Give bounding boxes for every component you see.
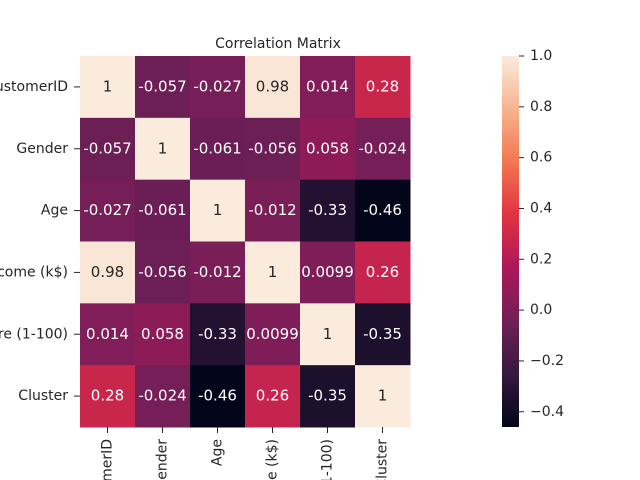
- colorbar-tick-label: −0.2: [530, 353, 564, 369]
- heatmap-cell: [355, 241, 411, 304]
- colorbar-tick-label: 0.0: [530, 302, 552, 318]
- x-tick-label: Gender: [155, 439, 171, 480]
- x-tick-label: Spending Score (1-100): [320, 439, 336, 480]
- heatmap-cell: [190, 179, 246, 242]
- heatmap-cell: [300, 56, 356, 119]
- heatmap-cell: [80, 365, 136, 428]
- cell-label: -0.46: [198, 387, 237, 405]
- y-tick-label: Age: [41, 203, 68, 219]
- heatmap-cell: [245, 56, 301, 119]
- heatmap-cell: [190, 303, 246, 366]
- heatmap-cell: [300, 241, 356, 304]
- heatmap-cell: [135, 303, 191, 366]
- heatmap-cell: [80, 241, 136, 304]
- heatmap-cell: [245, 179, 301, 242]
- cell-label: 1: [378, 387, 388, 405]
- x-tick-label: CustomerID: [100, 439, 116, 480]
- cell-label: -0.027: [83, 201, 131, 219]
- cell-label: 1: [323, 325, 333, 343]
- cell-label: -0.012: [248, 201, 296, 219]
- cell-label: 0.0099: [246, 325, 299, 343]
- cell-label: 0.26: [256, 387, 289, 405]
- heatmap-cell: [245, 117, 301, 181]
- heatmap-cell: [190, 56, 246, 119]
- cell-label: -0.057: [138, 77, 186, 95]
- heatmap-cell: [190, 241, 246, 304]
- cell-label: -0.33: [308, 201, 347, 219]
- heatmap-cell: [135, 117, 191, 181]
- cell-label: -0.056: [138, 263, 186, 281]
- heatmap-cell: [355, 303, 411, 366]
- cell-label: 0.98: [256, 77, 289, 95]
- cell-label: -0.024: [358, 139, 406, 157]
- cell-label: -0.46: [363, 201, 402, 219]
- cell-label: -0.027: [193, 77, 241, 95]
- chart-title: Correlation Matrix: [215, 36, 341, 52]
- heatmap-cell: [80, 179, 136, 242]
- x-tick-label: Cluster: [375, 439, 391, 480]
- cell-label: 0.058: [306, 139, 349, 157]
- cell-label: 0.014: [86, 325, 129, 343]
- heatmap-cell: [355, 56, 411, 119]
- colorbar-tick-label: 1.0: [530, 48, 552, 64]
- colorbar-tick-label: 0.4: [530, 200, 552, 216]
- heatmap-cell: [190, 365, 246, 428]
- cell-label: -0.012: [193, 263, 241, 281]
- y-tick-label: Spending Score (1-100): [0, 326, 68, 342]
- heatmap-cell: [80, 117, 136, 181]
- heatmap-cell: [355, 365, 411, 428]
- cell-label: -0.056: [248, 139, 296, 157]
- heatmap-cell: [135, 56, 191, 119]
- x-tick-label: Age: [210, 439, 226, 466]
- cell-label: -0.057: [83, 139, 131, 157]
- cell-label: 1: [158, 139, 168, 157]
- cell-label: 0.28: [366, 77, 399, 95]
- cell-label: -0.024: [138, 387, 186, 405]
- x-tick-label: Annual Income (k$): [265, 439, 281, 480]
- colorbar-tick-label: 0.8: [530, 99, 552, 115]
- cell-label: 1: [213, 201, 223, 219]
- y-tick-label: Annual Income (k$): [0, 264, 68, 280]
- cell-label: 0.0099: [301, 263, 354, 281]
- heatmap-cell: [355, 117, 411, 181]
- heatmap-cell: [135, 241, 191, 304]
- colorbar-tick-label: −0.4: [530, 404, 564, 420]
- heatmap-cell: [80, 56, 136, 119]
- cell-label: 1: [268, 263, 278, 281]
- cell-label: 0.058: [141, 325, 184, 343]
- y-tick-label: Gender: [16, 141, 68, 157]
- heatmap-cell: [80, 303, 136, 366]
- y-tick-label: CustomerID: [0, 79, 68, 95]
- heatmap-cell: [245, 303, 301, 366]
- cell-label: 0.98: [91, 263, 124, 281]
- heatmap-cell: [300, 117, 356, 181]
- cell-label: 0.26: [366, 263, 399, 281]
- colorbar-tick-label: 0.6: [530, 150, 552, 166]
- heatmap-cell: [190, 117, 246, 181]
- heatmap-cell: [245, 365, 301, 428]
- heatmap-cell: [300, 365, 356, 428]
- cell-label: -0.061: [193, 139, 241, 157]
- cell-label: -0.35: [363, 325, 402, 343]
- cell-label: -0.35: [308, 387, 347, 405]
- cell-label: 0.014: [306, 77, 349, 95]
- heatmap-cell: [245, 241, 301, 304]
- cell-label: 0.28: [91, 387, 124, 405]
- heatmap-cell: [300, 179, 356, 242]
- y-tick-label: Cluster: [18, 388, 68, 404]
- cell-label: -0.33: [198, 325, 237, 343]
- heatmap-cell: [135, 179, 191, 242]
- colorbar-tick-label: 0.2: [530, 251, 552, 267]
- heatmap-cell: [355, 179, 411, 242]
- cell-label: -0.061: [138, 201, 186, 219]
- cell-label: 1: [103, 77, 113, 95]
- heatmap-cell: [135, 365, 191, 428]
- colorbar: [502, 56, 519, 427]
- heatmap-cell: [300, 303, 356, 366]
